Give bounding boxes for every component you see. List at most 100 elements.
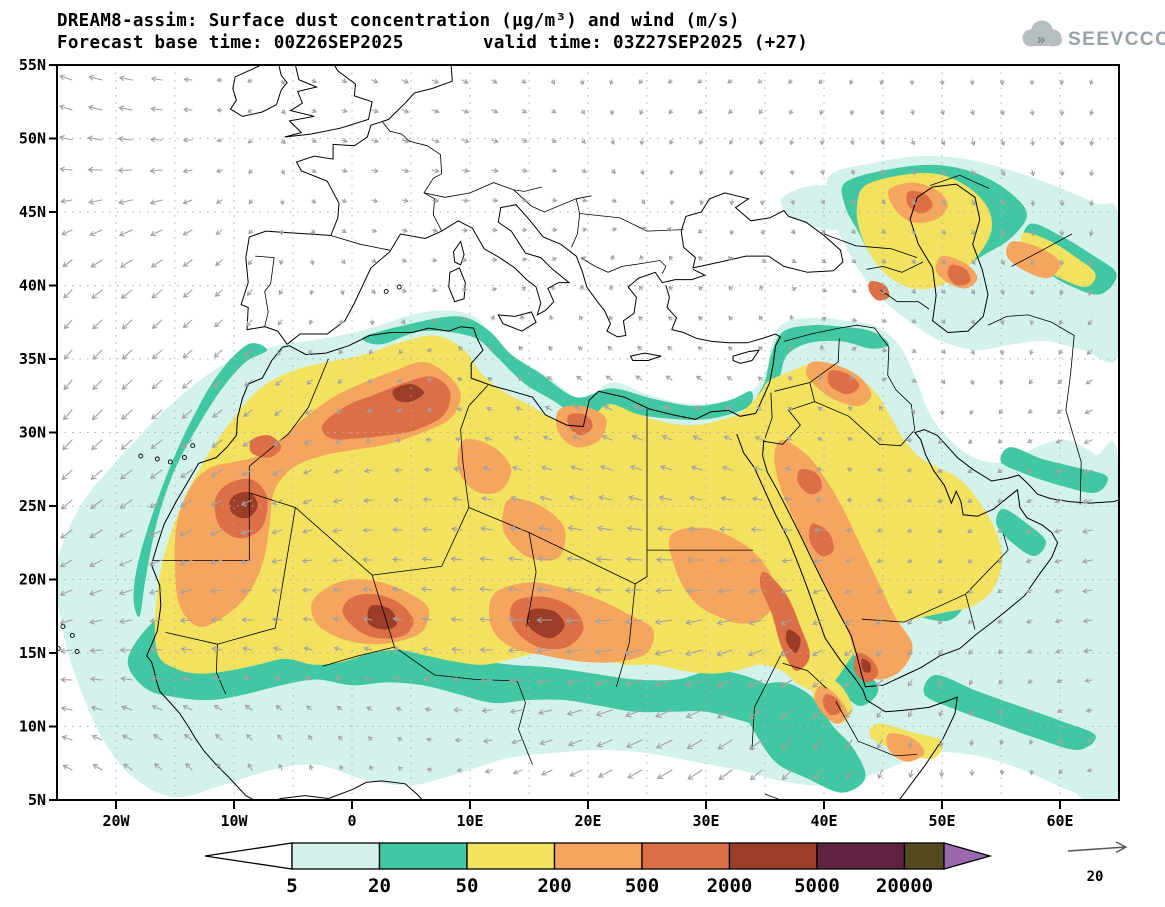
- coastline: [680, 192, 844, 273]
- country-border: [866, 261, 924, 273]
- island: [167, 459, 173, 465]
- coastline: [286, 204, 707, 345]
- country-border: [622, 260, 667, 274]
- colorbar-tick-label: 20000: [876, 875, 933, 897]
- graticule-lines: [57, 65, 1119, 800]
- colorbar-cell: [291, 842, 381, 870]
- valid-time: valid time: 03Z27SEP2025 (+27): [483, 33, 808, 53]
- lat-tick-label: 50N: [19, 130, 46, 148]
- coastline: [909, 183, 989, 334]
- country-border: [580, 257, 623, 273]
- country-border: [880, 289, 930, 310]
- coastline: [665, 285, 781, 414]
- dust-level-4: [502, 498, 566, 561]
- country-border: [516, 680, 533, 765]
- dust-level-5: [822, 694, 842, 716]
- lon-tick-label: 40E: [810, 812, 837, 830]
- colorbar-tick-label: 2000: [707, 875, 753, 897]
- country-border: [965, 594, 976, 630]
- island: [57, 646, 61, 652]
- lat-tick-label: 40N: [19, 277, 46, 295]
- country-border: [774, 338, 840, 392]
- lat-tick-label: 5N: [28, 791, 46, 809]
- logo-chevrons: »: [1037, 31, 1045, 48]
- graticule: [57, 65, 1119, 800]
- country-border: [823, 233, 918, 258]
- coastlines: [57, 65, 1119, 800]
- country-border: [322, 574, 396, 667]
- colorbar-arrow-high: [943, 842, 993, 870]
- colorbar-tick-label: 5: [286, 875, 297, 897]
- colorbar-tick-label: 5000: [794, 875, 840, 897]
- dust-level-5: [249, 435, 282, 458]
- lon-tick-label: 50E: [928, 812, 955, 830]
- coastline: [240, 65, 453, 345]
- dust-level-4: [1006, 241, 1061, 279]
- lat-tick-label: 30N: [19, 424, 46, 442]
- dust-contours: [57, 155, 1119, 800]
- lon-tick-label: 30E: [692, 812, 719, 830]
- dust-level-2: [740, 682, 866, 793]
- colorbar-cell: [466, 842, 556, 870]
- lat-tick-label: 10N: [19, 718, 46, 736]
- lon-tick-label: 0: [347, 812, 356, 830]
- dust-level-5: [809, 523, 834, 557]
- country-borders: [152, 122, 1082, 800]
- colorbar-cell: [728, 842, 818, 870]
- country-border: [763, 382, 816, 445]
- dust-level-6: [861, 658, 871, 673]
- country-border: [330, 235, 390, 251]
- dust-level-5: [797, 468, 822, 495]
- coastline: [146, 326, 756, 800]
- wind-reference-arrow: [1067, 841, 1128, 854]
- dust-level-6: [526, 608, 565, 639]
- axis-labels: 55N 50N 45N 40N 35N 30N 25N 20N 15N 10N 5N 20W 10W 0 1…: [19, 56, 1074, 830]
- wind-vector-field: [58, 74, 1095, 781]
- lat-tick-label: 25N: [19, 497, 46, 515]
- coastline: [736, 433, 958, 800]
- wind-reference: 20: [1067, 841, 1128, 885]
- country-border: [764, 793, 782, 800]
- lat-tick-label: 55N: [19, 56, 46, 74]
- country-border: [930, 174, 990, 189]
- island: [74, 649, 80, 654]
- country-border: [579, 213, 684, 232]
- lon-tick-label: 20W: [102, 812, 130, 830]
- lat-tick-label: 15N: [19, 644, 46, 662]
- country-border: [571, 198, 581, 248]
- dust-level-3: [1020, 232, 1096, 288]
- cloud-icon: »: [1022, 20, 1062, 48]
- lat-tick-label: 20N: [19, 571, 46, 589]
- country-border: [526, 532, 537, 627]
- country-border: [215, 644, 227, 695]
- country-border: [783, 324, 916, 432]
- dust-level-2: [362, 316, 754, 420]
- colorbar-cell: [903, 842, 945, 870]
- dust-level-6: [785, 629, 801, 654]
- colorbar-tick-label: 20: [368, 875, 391, 897]
- island: [69, 632, 75, 638]
- lon-tick-label: 10E: [456, 812, 483, 830]
- coastline: [284, 65, 373, 138]
- coastline: [229, 65, 288, 117]
- wind-reference-label: 20: [1087, 869, 1104, 885]
- coastline: [452, 240, 465, 266]
- country-border: [382, 122, 443, 232]
- island: [154, 456, 160, 462]
- lon-tick-label: 10W: [220, 812, 248, 830]
- country-border: [255, 255, 275, 327]
- forecast-base-time: Forecast base time: 00Z26SEP2025: [57, 33, 404, 53]
- dust-level-1: [780, 185, 854, 231]
- wind-arrows: [58, 74, 1095, 781]
- country-border: [249, 358, 329, 467]
- dust-level-6: [392, 383, 424, 403]
- coastline: [497, 311, 537, 332]
- dust-level-5: [906, 190, 933, 214]
- dust-level-4: [774, 439, 913, 680]
- lat-tick-label: 35N: [19, 350, 46, 368]
- plot-title: DREAM8-assim: Surface dust concentration…: [57, 11, 740, 31]
- dust-level-6: [367, 604, 397, 630]
- dust-level-2: [996, 508, 1046, 556]
